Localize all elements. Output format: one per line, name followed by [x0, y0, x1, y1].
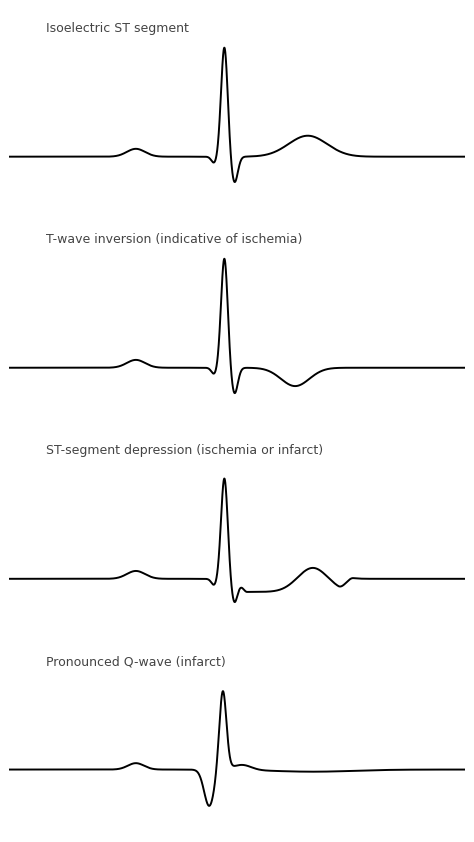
Text: T-wave inversion (indicative of ischemia): T-wave inversion (indicative of ischemia…	[46, 233, 302, 247]
Text: ST-segment depression (ischemia or infarct): ST-segment depression (ischemia or infar…	[46, 445, 323, 457]
Text: Isoelectric ST segment: Isoelectric ST segment	[46, 23, 189, 35]
Text: Pronounced Q-wave (infarct): Pronounced Q-wave (infarct)	[46, 656, 226, 669]
